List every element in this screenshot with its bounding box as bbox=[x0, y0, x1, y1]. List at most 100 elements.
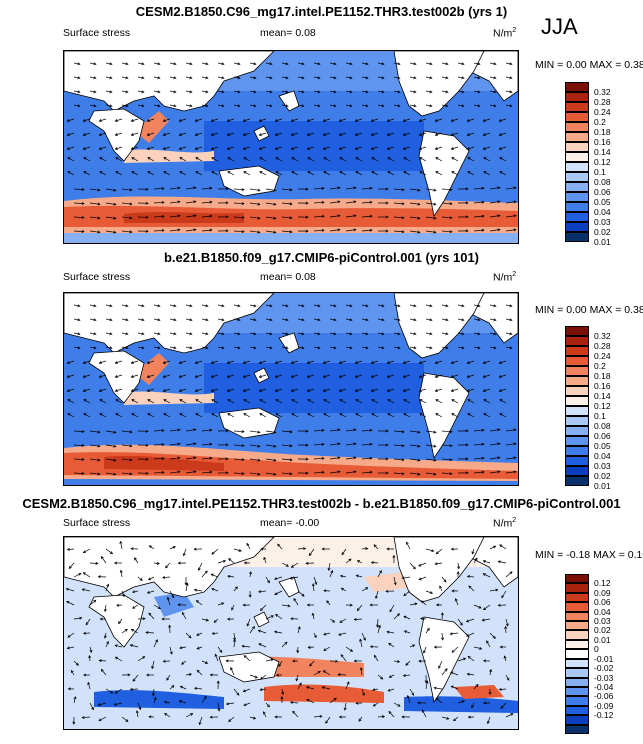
wind-arrow-head bbox=[83, 399, 87, 402]
wind-arrow bbox=[323, 118, 331, 122]
wind-arrow-head bbox=[98, 147, 102, 150]
wind-arrow bbox=[441, 716, 449, 720]
labelbar-tick-label: -0.09 bbox=[594, 700, 614, 711]
wind-arrow-head bbox=[210, 119, 214, 122]
wind-arrow bbox=[425, 188, 436, 191]
wind-arrow-head bbox=[204, 661, 209, 664]
wind-arrow-head bbox=[157, 90, 161, 94]
wind-arrow bbox=[201, 696, 207, 704]
labelbar-tick-label: -0.04 bbox=[594, 681, 614, 692]
wind-arrow bbox=[409, 458, 420, 461]
wind-arrow bbox=[137, 304, 144, 307]
wind-arrow bbox=[101, 669, 107, 676]
wind-arrow-head bbox=[353, 442, 357, 446]
wind-arrow-head bbox=[467, 171, 471, 174]
labelbar-tick-label: 0.24 bbox=[594, 351, 611, 361]
wind-arrow bbox=[312, 583, 315, 592]
wind-arrow-head bbox=[314, 581, 318, 585]
wind-arrow bbox=[243, 388, 251, 392]
wind-arrow bbox=[89, 655, 91, 662]
wind-arrow bbox=[99, 118, 107, 122]
wind-arrow bbox=[473, 104, 480, 107]
wind-arrow bbox=[169, 201, 180, 204]
wind-arrow-head bbox=[132, 678, 136, 682]
wind-arrow-head bbox=[373, 544, 377, 548]
labelbar-tick-label: 0.01 bbox=[594, 237, 611, 247]
wind-arrow bbox=[73, 573, 81, 578]
wind-arrow-head bbox=[289, 576, 293, 580]
wind-arrow bbox=[371, 157, 379, 162]
wind-arrow bbox=[98, 702, 107, 706]
wind-arrow-head bbox=[274, 375, 278, 378]
wind-arrow-head bbox=[146, 375, 150, 378]
wind-arrow bbox=[441, 304, 448, 307]
wind-arrow bbox=[435, 374, 443, 378]
wind-arrow bbox=[387, 413, 395, 418]
polar-field bbox=[64, 233, 518, 243]
wind-arrow bbox=[499, 544, 507, 550]
wind-arrow bbox=[451, 118, 459, 122]
wind-arrow bbox=[307, 360, 315, 364]
wind-arrow bbox=[409, 104, 416, 107]
wind-arrow-head bbox=[242, 603, 246, 607]
labelbar-color-box bbox=[565, 202, 589, 212]
wind-arrow-head bbox=[461, 346, 465, 350]
wind-arrow bbox=[185, 332, 192, 335]
wind-arrow bbox=[233, 586, 238, 592]
wind-arrow-head bbox=[292, 659, 296, 663]
wind-arrow bbox=[489, 545, 496, 550]
wind-arrow bbox=[121, 76, 128, 79]
wind-arrow bbox=[473, 457, 485, 460]
wind-arrow-head bbox=[370, 361, 374, 364]
wind-arrow bbox=[147, 360, 155, 364]
labelbar-color-box bbox=[565, 476, 589, 486]
wind-arrow bbox=[281, 104, 288, 107]
wind-arrow-head bbox=[498, 119, 502, 122]
wind-arrow-head bbox=[173, 104, 177, 108]
wind-arrow-head bbox=[162, 133, 166, 136]
wind-arrow bbox=[361, 104, 368, 107]
wind-arrow-head bbox=[275, 157, 279, 160]
wind-arrow bbox=[281, 230, 293, 233]
wind-arrow bbox=[441, 332, 448, 335]
wind-arrow bbox=[457, 658, 466, 662]
wind-arrow-head bbox=[443, 579, 447, 583]
wind-arrow-head bbox=[130, 389, 134, 392]
wind-arrow-head bbox=[338, 715, 342, 719]
panel-3-title: CESM2.B1850.C96_mg17.intel.PE1152.THR3.t… bbox=[22, 496, 621, 511]
wind-arrow bbox=[499, 171, 507, 176]
wind-arrow-head bbox=[401, 472, 405, 476]
wind-arrow-head bbox=[483, 157, 487, 160]
wind-arrow-head bbox=[433, 686, 437, 690]
wind-arrow-head bbox=[93, 318, 97, 322]
wind-arrow-head bbox=[258, 147, 262, 150]
wind-arrow-head bbox=[177, 214, 181, 218]
wind-arrow-head bbox=[401, 458, 405, 462]
wind-arrow bbox=[313, 715, 322, 718]
wind-arrow bbox=[467, 374, 475, 378]
wind-arrow bbox=[121, 444, 132, 447]
wind-arrow-head bbox=[227, 399, 231, 402]
wind-arrow bbox=[387, 388, 395, 392]
wind-arrow-head bbox=[498, 375, 502, 378]
wind-arrow bbox=[345, 471, 356, 474]
wind-arrow bbox=[387, 118, 395, 122]
panel-2-mean: mean= 0.08 bbox=[260, 271, 316, 283]
wind-arrow-head bbox=[221, 304, 225, 308]
labelbar-color-box bbox=[565, 677, 589, 687]
wind-arrow bbox=[169, 471, 180, 474]
wind-arrow bbox=[409, 332, 416, 335]
wind-arrow-head bbox=[243, 655, 247, 659]
wind-arrow bbox=[377, 90, 384, 93]
panel-1-labelbar: 0.32 0.28 0.24 0.2 0.18 0.16 0.14 0.12 0.1 0.08 0.… bbox=[565, 82, 611, 247]
wind-arrow-head bbox=[433, 472, 437, 476]
wind-arrow bbox=[211, 374, 219, 378]
wind-arrow-head bbox=[449, 202, 453, 206]
wind-arrow-head bbox=[301, 304, 305, 308]
wind-arrow bbox=[167, 597, 171, 606]
wind-arrow bbox=[163, 388, 171, 392]
wind-arrow bbox=[227, 157, 235, 162]
wind-arrow-head bbox=[371, 171, 375, 174]
wind-arrow bbox=[281, 346, 288, 349]
wind-arrow-head bbox=[225, 429, 229, 433]
